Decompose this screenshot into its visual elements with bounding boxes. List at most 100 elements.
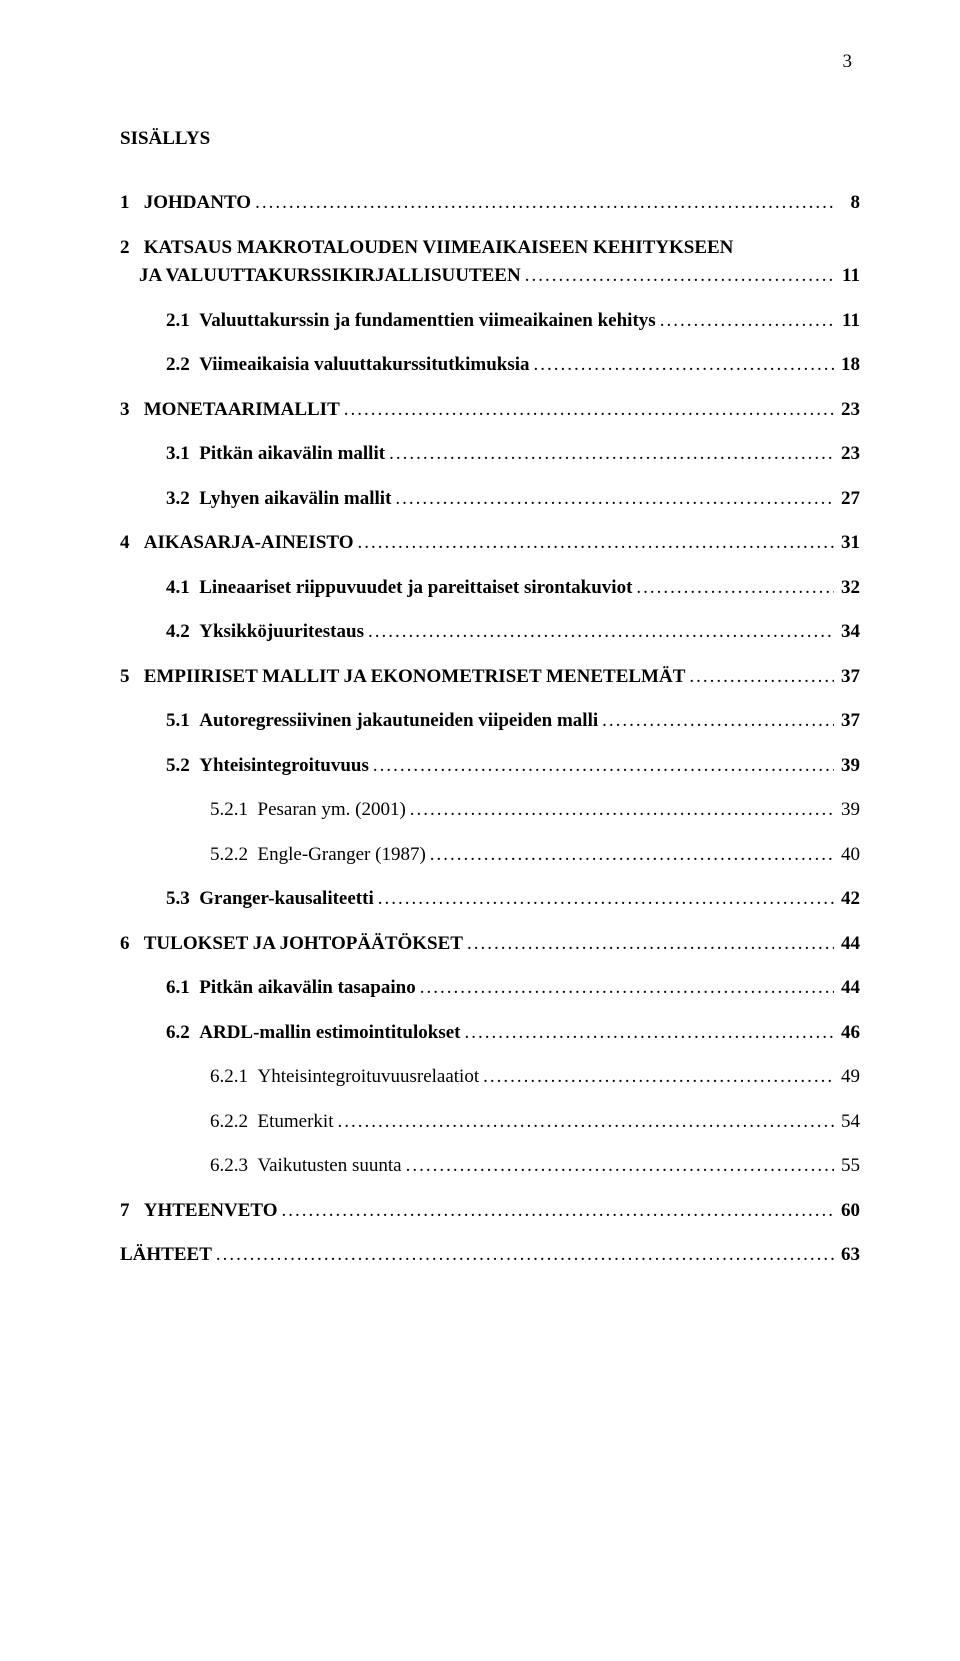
toc-leader xyxy=(479,1063,834,1092)
toc-entry-number: 6 xyxy=(120,930,144,959)
toc-leader xyxy=(656,307,834,336)
toc-entry-number: 6.1 xyxy=(166,974,199,1003)
toc-leader xyxy=(461,1019,835,1048)
toc-entry-page: 8 xyxy=(834,189,860,218)
toc-entry-page: 54 xyxy=(834,1108,860,1137)
toc-entry-page: 42 xyxy=(834,885,860,914)
toc-entry-number: 2.2 xyxy=(166,351,199,380)
toc-leader xyxy=(406,796,834,825)
toc-entry-number: 4.2 xyxy=(166,618,199,647)
toc-entry-page: 39 xyxy=(834,752,860,781)
toc-entry-label: Granger-kausaliteetti xyxy=(199,885,373,914)
toc-entry: 3.2 Lyhyen aikavälin mallit27 xyxy=(120,485,860,514)
toc-leader xyxy=(364,618,834,647)
toc-leader xyxy=(402,1152,834,1181)
toc-leader xyxy=(369,752,834,781)
toc-entry-page: 40 xyxy=(834,841,860,870)
toc-entry-page: 18 xyxy=(834,351,860,380)
toc-leader xyxy=(632,574,834,603)
toc-entry-label: ARDL-mallin estimointitulokset xyxy=(199,1019,460,1048)
toc-entry: 6.1 Pitkän aikavälin tasapaino 44 xyxy=(120,974,860,1003)
toc-leader xyxy=(385,440,834,469)
toc-entry-label: Lyhyen aikavälin mallit xyxy=(199,485,391,514)
toc-entry: 4.2 Yksikköjuuritestaus 34 xyxy=(120,618,860,647)
toc-entry-number: 4.1 xyxy=(166,574,199,603)
toc-entry: 6.2.1 Yhteisintegroituvuusrelaatiot 49 xyxy=(120,1063,860,1092)
toc-entry-label: Pesaran ym. (2001) xyxy=(258,796,406,825)
toc-entry-number: 3.1 xyxy=(166,440,199,469)
toc-entry-label: Yhteisintegroituvuusrelaatiot xyxy=(258,1063,480,1092)
toc-leader xyxy=(416,974,834,1003)
toc-entry-number: 2 xyxy=(120,234,144,263)
toc-entry-page: 34 xyxy=(834,618,860,647)
toc-entry-label: Valuuttakurssin ja fundamenttien viimeai… xyxy=(199,307,655,336)
toc-entry: 6.2 ARDL-mallin estimointitulokset46 xyxy=(120,1019,860,1048)
toc-entry-number: 2.1 xyxy=(166,307,199,336)
toc-entry-label: Yhteisintegroituvuus xyxy=(199,752,369,781)
toc-entry-number: 5.3 xyxy=(166,885,199,914)
table-of-contents: 1 JOHDANTO8 2 KATSAUS MAKROTALOUDEN VIIME… xyxy=(120,189,860,1270)
toc-entry: 5.3 Granger-kausaliteetti 42 xyxy=(120,885,860,914)
toc-entry: 6.2.2 Etumerkit 54 xyxy=(120,1108,860,1137)
toc-entry: 1 JOHDANTO8 xyxy=(120,189,860,218)
toc-leader xyxy=(278,1197,835,1226)
toc-entry-label: Lineaariset riippuvuudet ja pareittaiset… xyxy=(199,574,632,603)
toc-entry-label: JA VALUUTTAKURSSIKIRJALLISUUTEEN xyxy=(139,262,521,291)
toc-entry-page: 44 xyxy=(834,974,860,1003)
toc-leader xyxy=(354,529,834,558)
toc-entry: 2 KATSAUS MAKROTALOUDEN VIIMEAIKAISEEN K… xyxy=(120,234,860,291)
toc-entry: 5.2.2 Engle-Granger (1987)40 xyxy=(120,841,860,870)
toc-leader xyxy=(598,707,834,736)
toc-entry-page: 63 xyxy=(834,1241,860,1270)
toc-leader xyxy=(212,1241,834,1270)
toc-entry: LÄHTEET 63 xyxy=(120,1241,860,1270)
toc-entry: 5.1 Autoregressiivinen jakautuneiden vii… xyxy=(120,707,860,736)
toc-leader xyxy=(685,663,834,692)
toc-leader xyxy=(251,189,834,218)
toc-entry: 7 YHTEENVETO 60 xyxy=(120,1197,860,1226)
toc-entry-page: 55 xyxy=(834,1152,860,1181)
toc-entry-page: 31 xyxy=(834,529,860,558)
toc-entry-label: Engle-Granger (1987) xyxy=(258,841,426,870)
toc-entry-number: 5.2 xyxy=(166,752,199,781)
toc-leader xyxy=(340,396,834,425)
toc-entry-page: 49 xyxy=(834,1063,860,1092)
toc-entry-number: 6.2.3 xyxy=(210,1152,258,1181)
toc-entry-label: YHTEENVETO xyxy=(144,1197,278,1226)
toc-title: SISÄLLYS xyxy=(120,125,860,154)
page-number: 3 xyxy=(120,48,860,77)
toc-entry-page: 37 xyxy=(834,707,860,736)
toc-entry: 6 TULOKSET JA JOHTOPÄÄTÖKSET44 xyxy=(120,930,860,959)
toc-entry-label: AIKASARJA-AINEISTO xyxy=(144,529,354,558)
toc-entry-page: 32 xyxy=(834,574,860,603)
toc-entry-number: 6.2.1 xyxy=(210,1063,258,1092)
toc-entry-page: 11 xyxy=(834,307,860,336)
toc-entry-number: 3 xyxy=(120,396,144,425)
toc-entry: 5.2 Yhteisintegroituvuus 39 xyxy=(120,752,860,781)
toc-entry-label: MONETAARIMALLIT xyxy=(144,396,340,425)
toc-entry: 2.2 Viimeaikaisia valuuttakurssitutkimuk… xyxy=(120,351,860,380)
toc-entry-page: 11 xyxy=(834,262,860,291)
toc-leader xyxy=(374,885,834,914)
toc-entry-number: 1 xyxy=(120,189,144,218)
toc-leader xyxy=(391,485,834,514)
toc-leader xyxy=(521,262,834,291)
toc-entry-label: Autoregressiivinen jakautuneiden viipeid… xyxy=(199,707,598,736)
toc-entry: 6.2.3 Vaikutusten suunta55 xyxy=(120,1152,860,1181)
toc-entry-label: KATSAUS MAKROTALOUDEN VIIMEAIKAISEEN KEH… xyxy=(144,234,734,263)
toc-entry-number: 6.2.2 xyxy=(210,1108,258,1137)
toc-entry: 4 AIKASARJA-AINEISTO31 xyxy=(120,529,860,558)
toc-entry-label: LÄHTEET xyxy=(120,1241,212,1270)
toc-entry-page: 60 xyxy=(834,1197,860,1226)
toc-entry-page: 27 xyxy=(834,485,860,514)
toc-leader xyxy=(463,930,834,959)
toc-leader xyxy=(333,1108,834,1137)
toc-entry-label: Etumerkit xyxy=(258,1108,334,1137)
toc-entry-page: 23 xyxy=(834,396,860,425)
toc-entry-page: 44 xyxy=(834,930,860,959)
toc-entry-label: Yksikköjuuritestaus xyxy=(199,618,364,647)
toc-entry-label: Pitkän aikavälin tasapaino xyxy=(199,974,415,1003)
toc-entry-page: 23 xyxy=(834,440,860,469)
toc-entry-number: 7 xyxy=(120,1197,144,1226)
toc-entry-page: 37 xyxy=(834,663,860,692)
